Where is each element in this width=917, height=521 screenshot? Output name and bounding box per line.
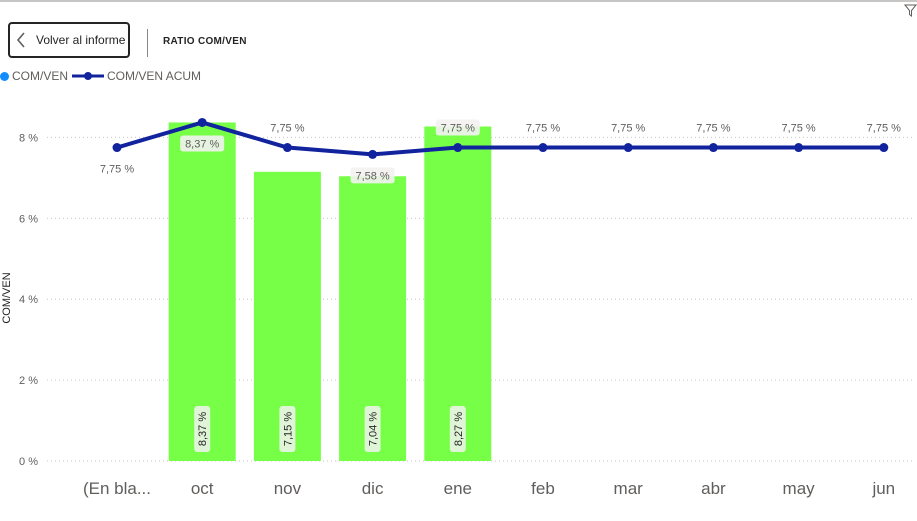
y-tick-label: 0 %	[19, 456, 38, 468]
x-tick-label: abr	[701, 479, 726, 498]
chart-legend: COM/VEN COM/VEN ACUM	[0, 68, 201, 84]
x-tick-label: ene	[444, 479, 472, 498]
x-tick-label: may	[783, 479, 816, 498]
bar-label-bg	[279, 406, 296, 452]
bar-data-label: 7,04 %	[368, 412, 380, 446]
x-tick-label: dic	[362, 479, 384, 498]
line-point	[794, 143, 804, 153]
y-tick-label: 2 %	[19, 375, 38, 387]
line-point	[623, 143, 633, 153]
x-tick-label: jun	[871, 479, 895, 498]
y-axis-title: COM/VEN	[1, 272, 13, 323]
bar-data-label: 8,37 %	[197, 412, 209, 446]
y-tick-label: 8 %	[19, 132, 38, 144]
y-tick-label: 4 %	[19, 294, 38, 306]
filter-icon[interactable]	[904, 4, 917, 18]
bar-label-bg	[449, 406, 466, 452]
legend-label-com-ven-acum[interactable]: COM/VEN ACUM	[107, 69, 202, 83]
line-data-label: 7,75 %	[781, 123, 815, 135]
line-point	[708, 143, 718, 153]
x-tick-label: (En bla...	[83, 479, 151, 498]
bar	[168, 122, 236, 461]
line-point	[368, 149, 378, 159]
page-title: RATIO COM/VEN	[163, 36, 247, 47]
line-data-label: 7,75 %	[611, 123, 645, 135]
series-line-com-ven-acum	[116, 120, 884, 157]
legend-line-com-ven-acum	[72, 72, 105, 80]
line-data-label: 7,75 %	[696, 123, 730, 135]
y-tick-label: 6 %	[19, 213, 38, 225]
chart: 0 % 2 % 4 % 6 % 8 % COM/VEN (En bla... oct nov di…	[1, 117, 912, 498]
line-data-label: 7,75 %	[441, 123, 475, 135]
line-point	[197, 117, 207, 127]
line-point	[112, 143, 122, 153]
legend-label-com-ven[interactable]: COM/VEN	[12, 69, 69, 83]
bar	[424, 126, 492, 462]
line-data-label: 8,37 %	[185, 138, 219, 150]
back-button-label: Volver al informe	[36, 33, 126, 47]
line-label-bg	[435, 119, 480, 136]
line-label-bg	[350, 167, 395, 184]
line-data-label: 7,75 %	[100, 164, 134, 176]
line-data-label: 7,58 %	[355, 170, 389, 182]
line-data-label: 7,75 %	[867, 123, 901, 135]
back-button[interactable]: Volver al informe	[8, 22, 130, 58]
line-data-label: 7,75 %	[526, 123, 560, 135]
x-tick-label: mar	[614, 479, 644, 498]
top-border	[0, 0, 917, 2]
line-label-bg	[180, 135, 225, 152]
line-point	[538, 143, 548, 153]
line-point	[453, 143, 463, 153]
header-divider	[147, 29, 148, 57]
x-tick-label: oct	[191, 479, 214, 498]
bar-data-label: 7,15 %	[282, 412, 294, 446]
bar-label-bg	[364, 406, 381, 452]
legend-dot-com-ven	[0, 71, 9, 81]
line-data-label: 7,75 %	[270, 123, 304, 135]
line-point	[879, 143, 889, 153]
bar-label-bg	[194, 406, 211, 452]
bar-data-label: 8,27 %	[453, 412, 465, 446]
x-tick-label: nov	[274, 479, 302, 498]
chevron-left-icon	[16, 32, 25, 48]
line-point	[282, 143, 292, 153]
x-tick-label: feb	[531, 479, 555, 498]
